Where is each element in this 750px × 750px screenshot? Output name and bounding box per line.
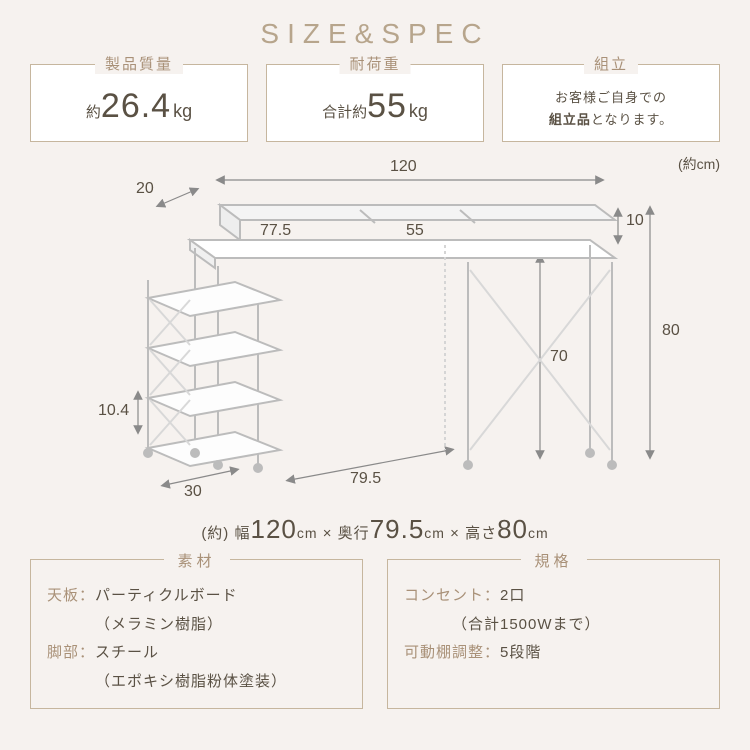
sum-prefix: (約) <box>201 525 229 542</box>
sum-sep1: × <box>323 525 338 542</box>
material-tab: 素材 <box>163 548 229 577</box>
top-info-row: 製品質量 約26.4kg 耐荷重 合計約55kg 組立 お客様ご自身での 組立品… <box>30 64 720 142</box>
load-unit: kg <box>409 101 428 121</box>
material-rows: 天板：パーティクルボード（メラミン樹脂）脚部：スチール（エポキシ樹脂粉体塗装） <box>47 582 346 696</box>
sum-h: 80 <box>497 514 528 544</box>
assembly-line1: お客様ご自身での <box>555 90 667 105</box>
assembly-strong: 組立品 <box>549 112 591 127</box>
page-title: SIZE&SPEC <box>30 18 720 50</box>
weight-unit: kg <box>173 101 192 121</box>
assembly-tail: となります。 <box>591 112 673 127</box>
weight-tab: 製品質量 <box>95 53 183 74</box>
desk-drawing <box>144 205 616 472</box>
weight-value: 26.4 <box>101 87 171 125</box>
dim-10: 10 <box>626 212 644 230</box>
sum-h-unit: cm <box>528 525 549 541</box>
load-prefix: 合計約 <box>322 104 367 121</box>
spec-rows: コンセント：2口（合計1500Wまで）可動棚調整：5段階 <box>404 582 703 668</box>
weight-box: 製品質量 約26.4kg <box>30 64 248 142</box>
dimension-diagram: (約cm) <box>30 150 720 510</box>
sum-d: 79.5 <box>370 514 425 544</box>
dim-70: 70 <box>550 348 568 366</box>
material-box: 素材 天板：パーティクルボード（メラミン樹脂）脚部：スチール（エポキシ樹脂粉体塗… <box>30 559 363 709</box>
sum-d-unit: cm <box>424 525 445 541</box>
sum-w-unit: cm <box>297 525 318 541</box>
dim-77-5: 77.5 <box>260 222 291 240</box>
dim-w-top: 120 <box>390 158 417 176</box>
sum-sep2: × <box>450 525 465 542</box>
diagram-svg <box>30 150 720 510</box>
dim-79-5: 79.5 <box>350 470 381 488</box>
assembly-tab: 組立 <box>584 53 638 74</box>
sum-w: 120 <box>251 514 297 544</box>
assembly-box: 組立 お客様ご自身での 組立品となります。 <box>502 64 720 142</box>
load-box: 耐荷重 合計約55kg <box>266 64 484 142</box>
sum-d-label: 奥行 <box>338 525 370 542</box>
dim-d-top: 20 <box>136 180 154 198</box>
dim-30: 30 <box>184 483 202 501</box>
spec-tab: 規格 <box>520 548 586 577</box>
dim-80: 80 <box>662 322 680 340</box>
sum-h-label: 高さ <box>465 525 497 542</box>
sum-w-label: 幅 <box>234 525 250 542</box>
load-tab: 耐荷重 <box>339 53 410 74</box>
weight-prefix: 約 <box>86 104 101 121</box>
dim-55: 55 <box>406 222 424 240</box>
dim-10-4: 10.4 <box>98 402 129 420</box>
spec-box: 規格 コンセント：2口（合計1500Wまで）可動棚調整：5段階 <box>387 559 720 709</box>
load-value: 55 <box>367 87 407 125</box>
dimension-summary: (約) 幅120cm × 奥行79.5cm × 高さ80cm <box>30 514 720 545</box>
